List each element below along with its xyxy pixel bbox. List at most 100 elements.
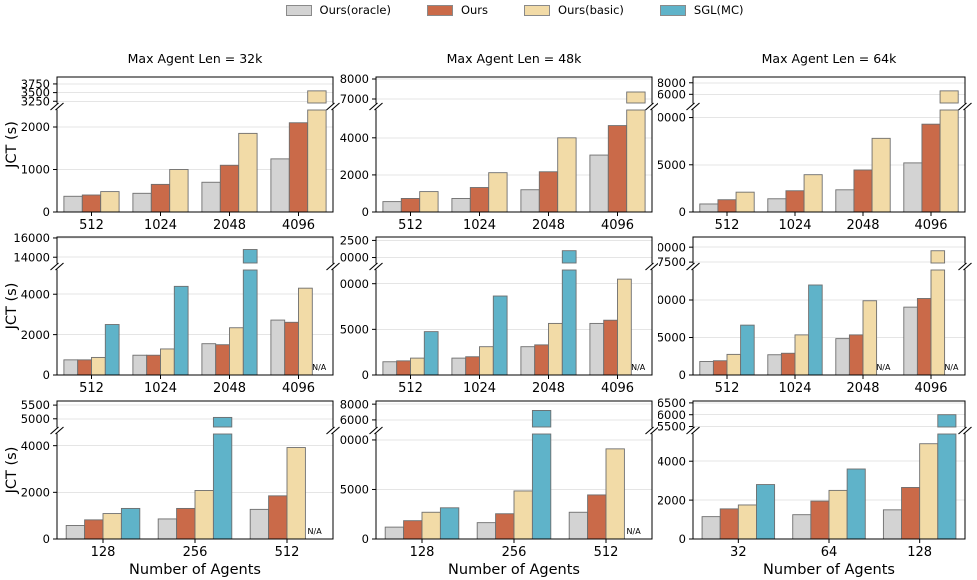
x-tick-label: 128 [907,545,932,560]
y-tick-label: 6000 [658,408,686,422]
y-tick-label: 1000 [21,163,50,177]
x-axis-ticks: 512 1024 2048 4096 [715,375,948,396]
bar-ours [712,360,728,376]
bar-ours [848,334,864,376]
x-axis-ticks: 512 1024 2048 4096 [398,212,634,232]
legend-item-ours-oracle: Ours(oracle) [285,3,391,17]
legend-label-sgl-mc: SGL(MC) [693,3,744,17]
legend-swatch-ours-oracle [285,4,312,16]
x-tick-label: 512 [275,545,300,560]
bar-ours [268,495,288,540]
bar-ours-oracle- [157,518,178,540]
bar-ours [146,354,161,376]
gridlines [376,403,652,490]
legend-label-ours-oracle: Ours(oracle) [319,3,391,17]
bar-ours [810,500,830,540]
y-tick-label: 0 [679,368,686,382]
bar-ours-oracle- [568,511,589,540]
bar-ours [607,125,628,213]
y-tick-label: 3500 [21,86,50,100]
bar-ours-basic- [828,489,848,540]
axis-break-marks [686,426,972,435]
bar-ours [469,187,490,213]
bar-ours-basic- [513,490,533,540]
y-tick-label: 16000 [658,87,686,101]
y-tick-label: 5500 [658,420,686,434]
y-axis-ticks: 0 2000 4000 14000 16000 [13,232,57,382]
y-tick-label: 22500 [340,234,369,248]
na-labels: N/A [627,527,642,536]
bars [701,414,957,540]
y-tick-label: 20000 [658,240,686,254]
y-tick-label: 5000 [21,412,50,426]
y-tick-label: 4000 [21,287,50,301]
bar-ours-oracle- [451,198,471,213]
bar-segment-upper [930,250,946,264]
bar-ours [921,123,941,213]
bar-ours-basic- [871,137,891,213]
subplot-row0-col1: 0 2000 4000 7000 8000 512 1024 2048 4096 Max Agen… [340,51,658,232]
x-axis-label: Number of Agents [763,562,895,578]
x-axis-ticks: 512 1024 2048 4096 [79,212,315,232]
bars [382,91,646,213]
x-tick-label: 64 [821,545,838,560]
y-axis-label: JCT (s) [4,121,20,169]
x-tick-label: 1024 [463,218,496,232]
bar-ours [84,519,104,540]
bar-ours-oracle- [792,514,812,540]
y-tick-label: 10000 [340,433,369,447]
gridlines [693,82,965,166]
na-label: N/A [312,363,327,372]
x-tick-label: 512 [79,381,104,396]
na-labels: N/A [312,363,327,372]
subplot-title: Max Agent Len = 48k [447,51,582,66]
y-tick-label: 3250 [21,94,50,108]
bar-segment-upper [242,249,258,264]
bars [65,416,306,540]
x-tick-label: 512 [398,218,423,232]
y-tick-label: 10000 [658,111,686,125]
x-tick-label: 512 [594,545,619,560]
bar-ours-oracle- [65,525,86,540]
x-tick-label: 2048 [213,218,246,232]
bar-sgl-mc- [120,507,141,540]
bar-ours-oracle- [451,357,467,376]
x-tick-label: 512 [715,381,740,396]
plot-frame [375,76,653,213]
subplot-row1-col1: N/A 0 5000 10000 20000 22500 512 1024 2048 4096 [340,234,658,396]
bar-ours-basic- [794,334,810,376]
bar-sgl-mc- [492,295,508,376]
axis-break-marks [369,102,658,111]
x-tick-label: 1024 [778,218,811,232]
y-tick-label: 2000 [340,168,369,182]
bar-ours [587,494,607,540]
y-axis-ticks: 0 5000 10000 1750020000 [658,240,693,382]
y-axis-ticks: 0 2000 4000 7000 8000 [340,72,376,219]
bar-ours-oracle- [520,346,536,376]
bar-segment-upper [561,250,577,264]
bar-ours-oracle- [835,189,855,213]
y-tick-label: 4000 [340,131,369,145]
bar-sgl-mc- [740,324,755,376]
y-tick-label: 0 [362,205,369,219]
bar-ours [288,122,309,213]
na-label: N/A [876,363,891,372]
axis-break-marks [369,262,658,271]
plot-frame [692,236,966,376]
bar-ours-basic- [238,132,258,213]
bar-ours-basic- [298,287,313,376]
bar-sgl-mc- [846,468,866,540]
x-tick-label: 256 [502,545,527,560]
bar-ours-oracle- [699,203,719,213]
bars [63,90,327,213]
bar-ours-oracle- [903,162,923,213]
bar-segment-upper [212,416,233,428]
bar-ours-oracle- [520,189,540,213]
y-tick-label: 0 [43,532,50,546]
bar-ours-basic- [605,448,625,540]
bar-ours [219,164,240,213]
bar-ours-oracle- [699,361,714,376]
